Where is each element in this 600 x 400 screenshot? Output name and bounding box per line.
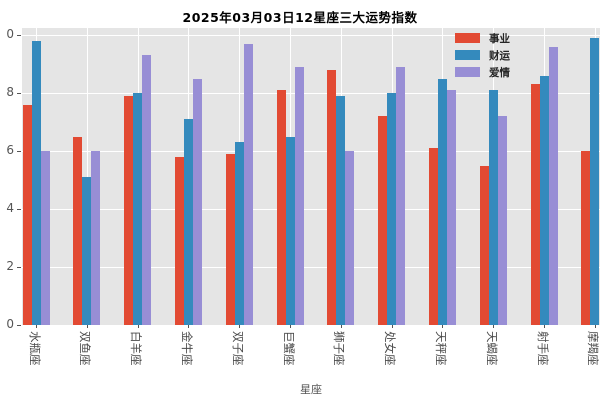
legend: 事业 财运 爱情 xyxy=(455,32,510,83)
bar xyxy=(548,46,558,325)
x-tick-mark xyxy=(493,325,494,328)
bar xyxy=(539,75,549,325)
gridline-horizontal xyxy=(22,93,600,94)
y-tick-mark xyxy=(17,209,21,210)
y-tick-label: 8 xyxy=(6,85,14,99)
bar xyxy=(479,165,489,325)
bar xyxy=(378,116,388,325)
bar xyxy=(174,156,184,325)
x-tick-mark xyxy=(239,325,240,328)
x-tick-label: 摩羯座 xyxy=(586,331,600,366)
bar xyxy=(294,66,304,325)
x-tick-label: 射手座 xyxy=(535,331,550,366)
bar xyxy=(327,69,337,325)
bar xyxy=(133,93,143,325)
bar xyxy=(225,153,235,325)
bar xyxy=(497,116,507,325)
bar xyxy=(446,90,456,325)
x-tick-label: 双子座 xyxy=(230,331,245,366)
bar xyxy=(488,90,498,325)
legend-swatch xyxy=(455,50,480,60)
x-tick-label: 处女座 xyxy=(383,331,398,366)
y-tick-label: 2 xyxy=(6,259,14,273)
x-tick-label: 天秤座 xyxy=(433,331,448,366)
y-tick-mark xyxy=(17,267,21,268)
gridline-vertical xyxy=(87,28,88,325)
bar xyxy=(581,151,591,325)
x-tick-mark xyxy=(595,325,596,328)
legend-swatch xyxy=(455,33,480,43)
bar xyxy=(22,104,32,325)
bar xyxy=(73,136,83,325)
bar xyxy=(387,93,397,325)
bar xyxy=(437,78,447,325)
bar xyxy=(192,78,202,325)
gridline-horizontal xyxy=(22,35,600,36)
legend-item: 财运 xyxy=(455,49,510,62)
bar xyxy=(336,95,346,325)
legend-item-label: 事业 xyxy=(489,32,510,45)
legend-swatch xyxy=(455,67,480,77)
y-tick-mark xyxy=(17,35,21,36)
x-tick-label: 天蝎座 xyxy=(484,331,499,366)
gridline-horizontal xyxy=(22,267,600,268)
y-tick-mark xyxy=(17,151,21,152)
x-tick-mark xyxy=(290,325,291,328)
x-axis-label: 星座 xyxy=(300,383,322,396)
x-tick-label: 水瓶座 xyxy=(27,331,42,366)
x-tick-mark xyxy=(392,325,393,328)
y-tick-label: 6 xyxy=(6,143,14,157)
gridline-horizontal xyxy=(22,209,600,210)
x-tick-label: 金牛座 xyxy=(179,331,194,366)
bar xyxy=(183,119,193,325)
x-tick-mark xyxy=(442,325,443,328)
legend-item-label: 财运 xyxy=(489,49,510,62)
bar xyxy=(345,151,355,325)
y-tick-label: 0 xyxy=(6,27,14,41)
bar xyxy=(590,37,600,325)
bar xyxy=(40,151,50,325)
bar xyxy=(285,136,295,325)
plot-area: 事业 财运 爱情 xyxy=(22,28,600,325)
bar xyxy=(91,151,101,325)
bar xyxy=(124,95,134,325)
x-tick-mark xyxy=(188,325,189,328)
bar xyxy=(396,66,406,325)
y-tick-mark xyxy=(17,325,21,326)
y-tick-label: 4 xyxy=(6,201,14,215)
x-tick-mark xyxy=(544,325,545,328)
gridline-horizontal xyxy=(22,151,600,152)
legend-item: 事业 xyxy=(455,32,510,45)
bar xyxy=(530,84,540,325)
x-tick-label: 双鱼座 xyxy=(78,331,93,366)
bar xyxy=(142,55,152,325)
y-tick-label: 0 xyxy=(6,317,14,331)
x-tick-label: 狮子座 xyxy=(332,331,347,366)
x-tick-label: 巨蟹座 xyxy=(281,331,296,366)
y-tick-mark xyxy=(17,93,21,94)
chart-title: 2025年03月03日12星座三大运势指数 xyxy=(182,10,418,25)
bar xyxy=(82,177,92,325)
bar xyxy=(234,142,244,325)
bar xyxy=(31,40,41,325)
x-tick-mark xyxy=(36,325,37,328)
x-tick-label: 白羊座 xyxy=(129,331,144,366)
bar xyxy=(276,90,286,325)
bar xyxy=(243,43,253,325)
legend-item-label: 爱情 xyxy=(489,66,510,79)
x-tick-mark xyxy=(87,325,88,328)
bar xyxy=(428,148,438,325)
legend-item: 爱情 xyxy=(455,66,510,79)
x-tick-mark xyxy=(138,325,139,328)
x-tick-mark xyxy=(341,325,342,328)
